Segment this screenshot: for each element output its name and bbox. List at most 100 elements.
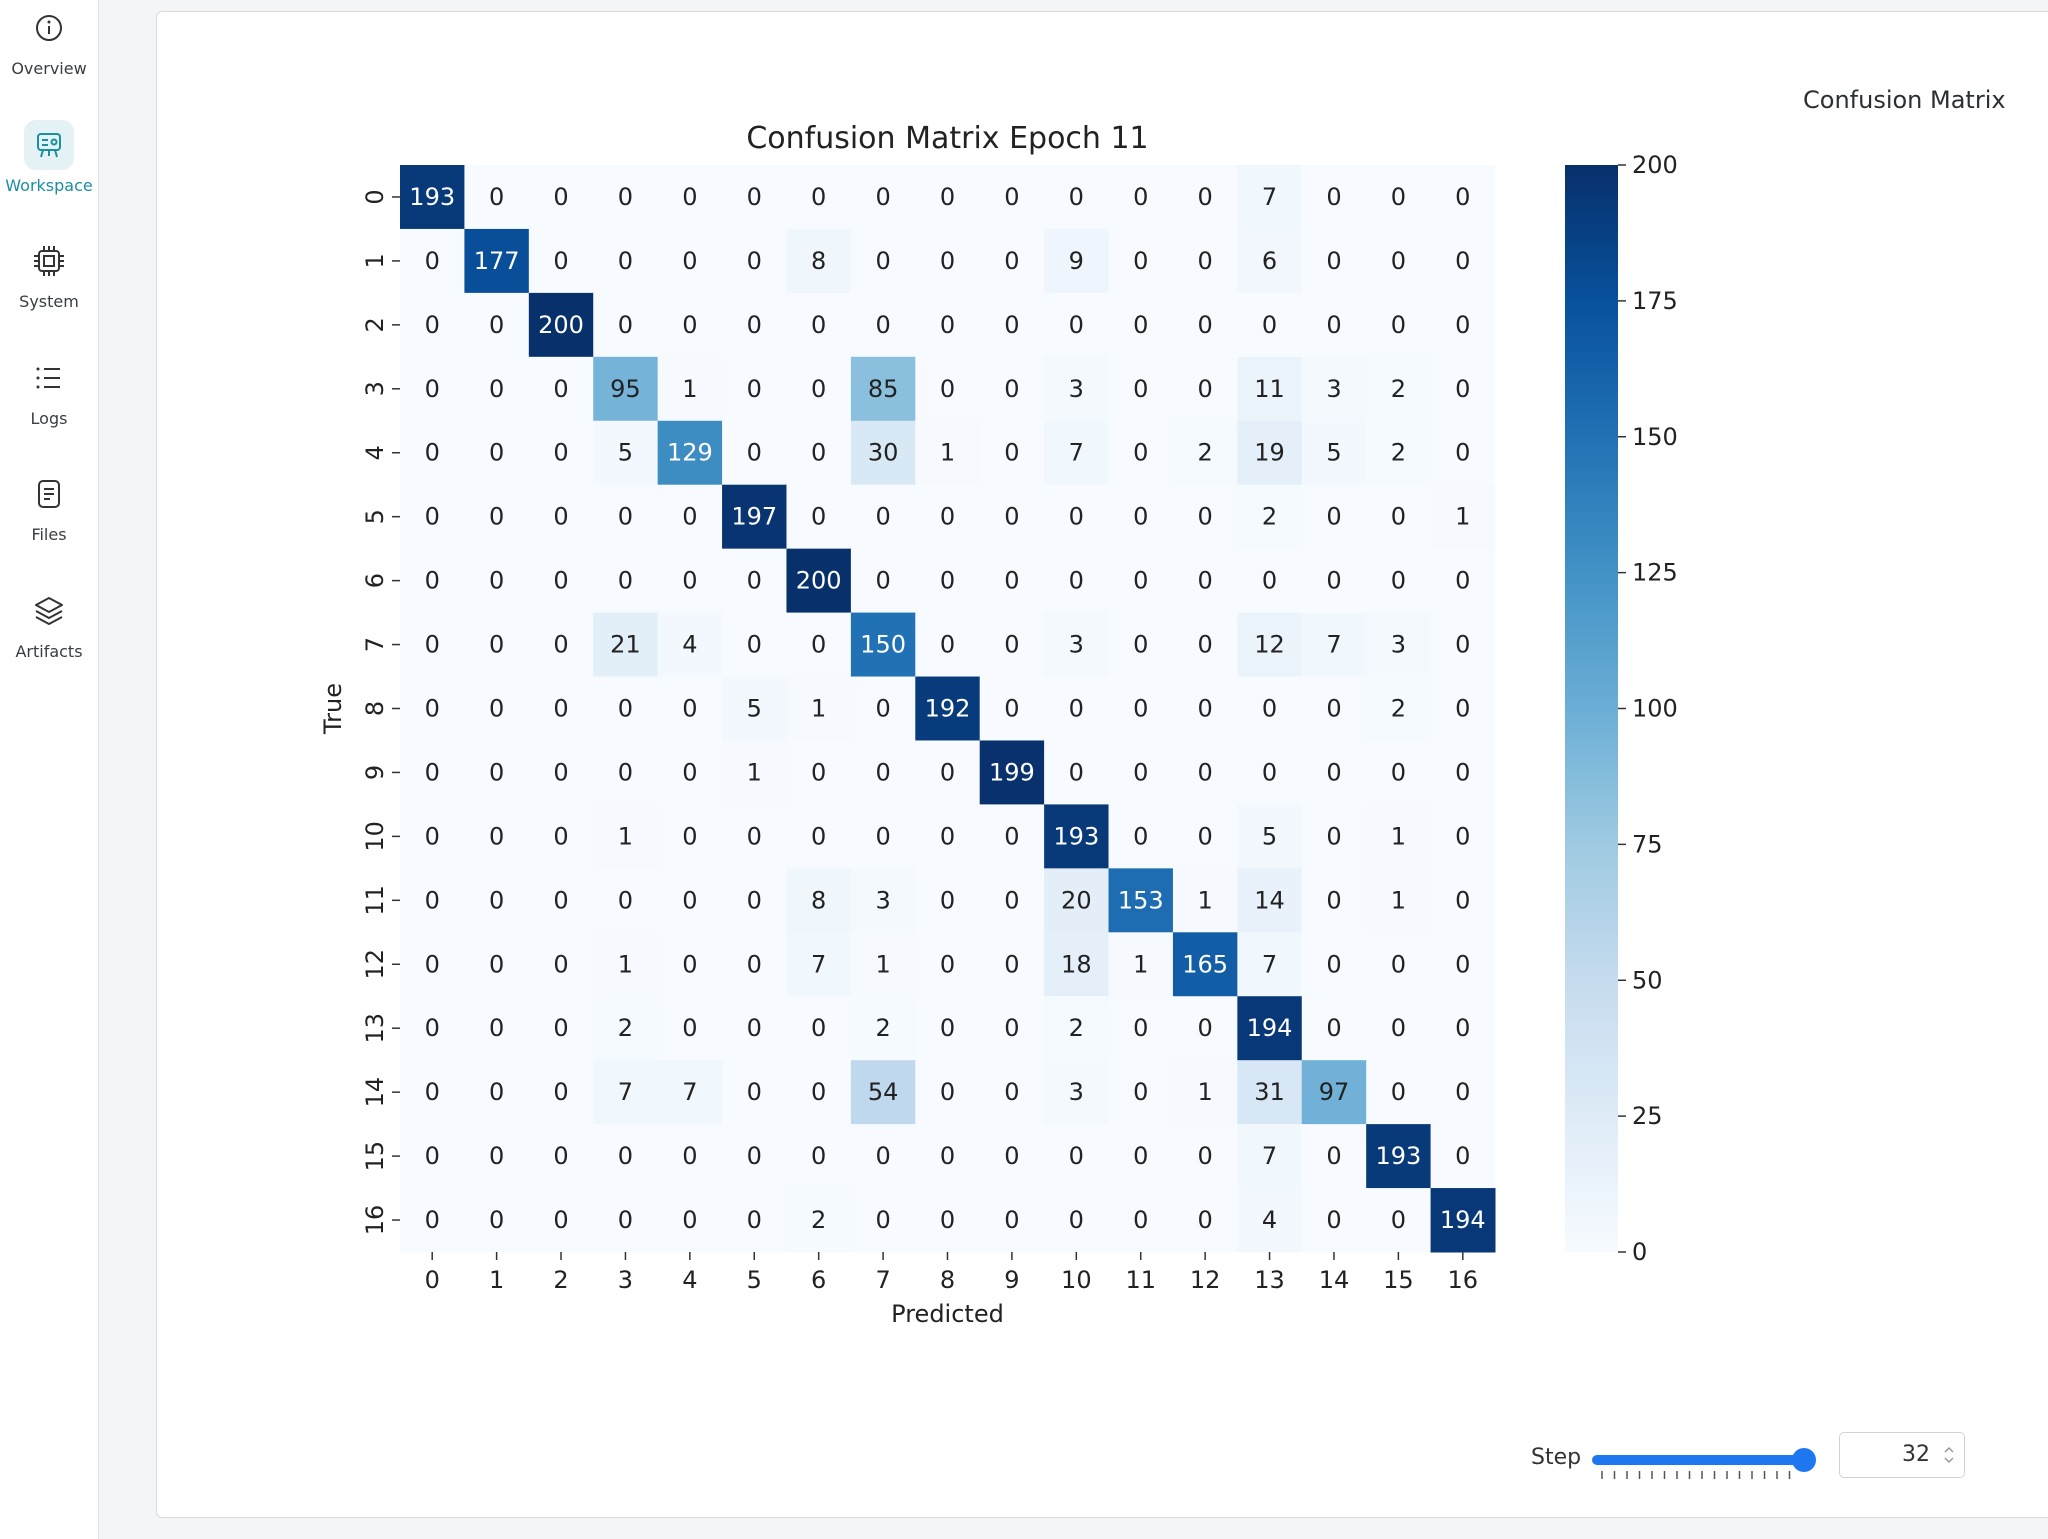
cell-value-label: 0 xyxy=(489,886,504,914)
slider-track[interactable] xyxy=(1592,1455,1804,1465)
heatmap-cell xyxy=(464,356,530,422)
heatmap-cell xyxy=(850,1188,916,1253)
cell-value-label: 0 xyxy=(1004,1142,1019,1170)
cell-value-label: 0 xyxy=(811,1078,826,1106)
heatmap-cell xyxy=(850,868,916,933)
heatmap-cell xyxy=(722,292,787,358)
heatmap-cell xyxy=(1430,996,1496,1061)
cell-value-label: 0 xyxy=(1326,567,1341,595)
heatmap-cell xyxy=(593,740,659,805)
cell-value-label: 0 xyxy=(1069,1142,1084,1170)
step-slider[interactable] xyxy=(1592,1445,1816,1485)
sidebar-item-overview[interactable]: Overview xyxy=(0,1,98,107)
heatmap-cell xyxy=(850,932,916,997)
cell-value-label: 0 xyxy=(618,183,633,211)
cell-value-label: 0 xyxy=(940,567,955,595)
cell-value-label: 0 xyxy=(489,758,504,786)
heatmap-cell xyxy=(400,292,465,358)
cell-value-label: 0 xyxy=(1133,1142,1148,1170)
cell-value-label: 0 xyxy=(1326,503,1341,531)
cell-value-label: 0 xyxy=(940,375,955,403)
slider-thumb[interactable] xyxy=(1792,1448,1816,1472)
cell-value-label: 0 xyxy=(1391,567,1406,595)
cell-value-label: 0 xyxy=(1326,311,1341,339)
cell-value-label: 0 xyxy=(1133,695,1148,723)
cell-value-label: 0 xyxy=(1004,1014,1019,1042)
sidebar-item-logs[interactable]: Logs xyxy=(0,351,98,457)
cell-value-label: 0 xyxy=(747,822,762,850)
heatmap-cell xyxy=(1237,804,1303,869)
step-number-input[interactable] xyxy=(1839,1432,1965,1478)
cell-value-label: 3 xyxy=(1069,631,1084,659)
cell-value-label: 2 xyxy=(618,1014,633,1042)
cell-value-label: 0 xyxy=(940,758,955,786)
cell-value-label: 1 xyxy=(811,695,826,723)
cell-value-label: 0 xyxy=(747,1014,762,1042)
heatmap-cell xyxy=(915,932,981,997)
sidebar-item-system[interactable]: System xyxy=(0,234,98,340)
cell-value-label: 0 xyxy=(1004,375,1019,403)
cell-value-label: 1 xyxy=(1198,1078,1213,1106)
heatmap-cell xyxy=(786,1124,852,1189)
colorbar-tick-label: 0 xyxy=(1632,1238,1647,1266)
cell-value-label: 0 xyxy=(425,758,440,786)
cell-value-label: 0 xyxy=(1198,567,1213,595)
heatmap-cell xyxy=(1237,420,1303,486)
cell-value-label: 0 xyxy=(747,1142,762,1170)
cell-value-label: 0 xyxy=(747,1206,762,1234)
heatmap-cell xyxy=(1172,1124,1238,1189)
cell-value-label: 0 xyxy=(1004,1206,1019,1234)
cell-value-label: 0 xyxy=(1326,247,1341,275)
cell-value-label: 0 xyxy=(1198,247,1213,275)
heatmap-cell xyxy=(464,804,530,869)
cell-value-label: 2 xyxy=(1198,439,1213,467)
colorbar-tick-label: 125 xyxy=(1632,559,1678,587)
cell-value-label: 95 xyxy=(610,375,641,403)
heatmap-cell xyxy=(464,932,530,997)
heatmap-cell xyxy=(1366,292,1432,358)
cell-value-label: 0 xyxy=(875,567,890,595)
sidebar-item-artifacts[interactable]: Artifacts xyxy=(0,584,98,690)
y-tick-label: 7 xyxy=(361,637,389,652)
cell-value-label: 0 xyxy=(425,1014,440,1042)
cell-value-label: 200 xyxy=(796,567,842,595)
heatmap-cell xyxy=(1172,996,1238,1061)
y-tick-label: 3 xyxy=(361,381,389,396)
sidebar-item-label: Workspace xyxy=(5,175,93,195)
cell-value-label: 0 xyxy=(1069,183,1084,211)
cell-value-label: 0 xyxy=(682,950,697,978)
cell-value-label: 7 xyxy=(811,950,826,978)
x-tick-label: 11 xyxy=(1125,1266,1156,1294)
cell-value-label: 0 xyxy=(553,375,568,403)
heatmap-cell xyxy=(915,1188,981,1253)
heatmap-cell xyxy=(1172,804,1238,869)
cell-value-label: 0 xyxy=(875,695,890,723)
heatmap-cell xyxy=(1430,420,1496,486)
sidebar-item-workspace[interactable]: Workspace xyxy=(0,118,98,224)
cell-value-label: 0 xyxy=(1455,822,1470,850)
heatmap-cell xyxy=(593,484,659,550)
heatmap-cell xyxy=(722,1124,787,1189)
spinner-arrows-icon[interactable] xyxy=(1942,1443,1956,1467)
heatmap-cell xyxy=(850,292,916,358)
cell-value-label: 0 xyxy=(1455,886,1470,914)
heatmap-cell xyxy=(528,484,594,550)
cell-value-label: 0 xyxy=(425,567,440,595)
heatmap-cell xyxy=(464,868,530,933)
heatmap-cell xyxy=(1172,1060,1238,1125)
heatmap-cell xyxy=(1172,356,1238,422)
cell-value-label: 0 xyxy=(1455,1014,1470,1042)
heatmap-cell xyxy=(1237,1188,1303,1253)
sidebar-item-files[interactable]: Files xyxy=(0,467,98,573)
heatmap-cell xyxy=(1366,676,1432,741)
cell-value-label: 0 xyxy=(1004,822,1019,850)
heatmap-cell xyxy=(528,996,594,1061)
cell-value-label: 0 xyxy=(747,311,762,339)
step-value-field[interactable] xyxy=(1840,1433,1930,1475)
cell-value-label: 0 xyxy=(1004,567,1019,595)
info-icon xyxy=(24,3,74,53)
cell-value-label: 0 xyxy=(1069,503,1084,531)
heatmap-cell xyxy=(1430,1060,1496,1125)
cell-value-label: 0 xyxy=(489,375,504,403)
heatmap-cell xyxy=(915,1060,981,1125)
